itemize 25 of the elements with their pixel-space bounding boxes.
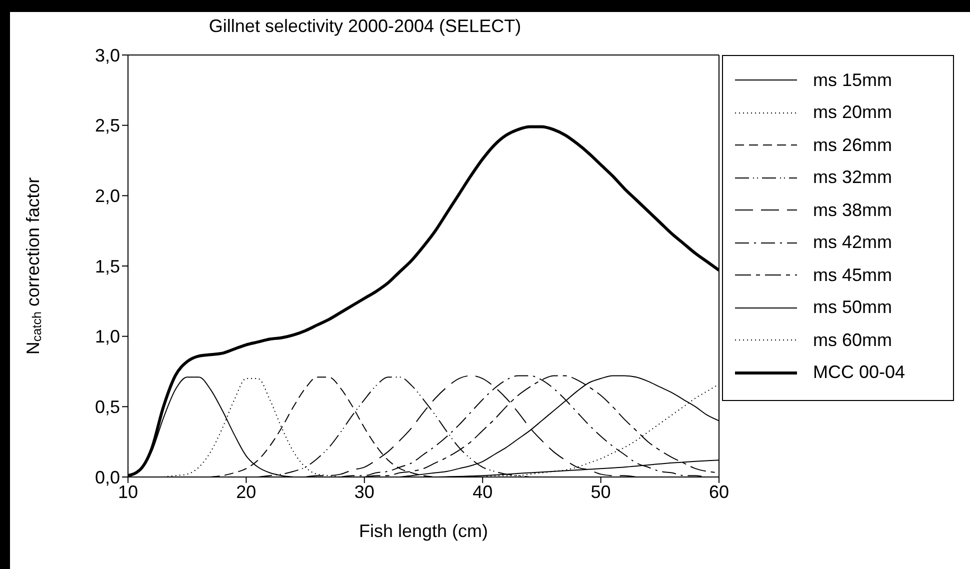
y-tick-label: 0,0 (94, 467, 120, 488)
y-tick-label: 1,5 (94, 256, 120, 276)
x-tick-label: 60 (708, 482, 730, 502)
x-tick-label: 50 (590, 482, 611, 502)
legend-label: ms 32mm (813, 167, 892, 188)
legend-label: ms 26mm (813, 134, 892, 156)
y-tick-label: 2,0 (94, 186, 120, 206)
legend-label: ms 50mm (813, 297, 892, 318)
legend-label: ms 20mm (813, 102, 892, 124)
legend-label: ms 38mm (813, 200, 892, 221)
x-tick-label: 10 (118, 482, 138, 502)
x-tick-label: 40 (472, 482, 493, 502)
legend-label: MCC 00-04 (813, 362, 906, 384)
y-tick-label: 3,0 (94, 45, 120, 66)
x-axis-title: Fish length (cm) (358, 521, 488, 541)
x-tick-label: 30 (354, 482, 374, 502)
y-tick-label: 2,5 (94, 116, 120, 136)
y-tick-label: 1,0 (94, 326, 120, 347)
legend-label: ms 45mm (813, 264, 892, 286)
x-tick-label: 20 (236, 482, 256, 502)
legend-label: ms 15mm (813, 70, 892, 91)
y-tick-label: 0,5 (94, 397, 120, 418)
legend-label: ms 60mm (813, 330, 892, 351)
legend-label: ms 42mm (813, 232, 892, 254)
chart-title: Gillnet selectivity 2000-2004 (SELECT) (208, 16, 522, 37)
